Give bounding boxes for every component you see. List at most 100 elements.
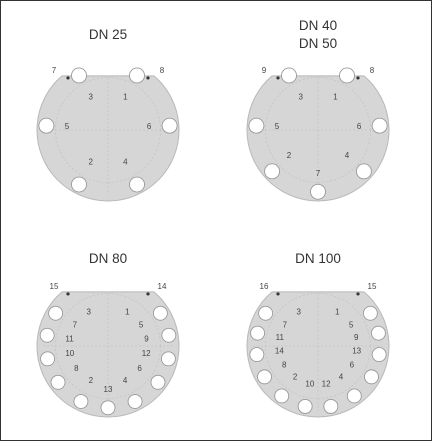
bolt-hole xyxy=(48,305,64,321)
hole-number: 8 xyxy=(74,364,79,373)
corner-dot xyxy=(146,76,150,80)
bolt-hole xyxy=(362,305,378,321)
bolt-hole xyxy=(346,388,362,404)
bolt-hole xyxy=(323,398,339,414)
hole-number: 3 xyxy=(296,308,301,317)
bolt-hole xyxy=(127,394,143,409)
bolt-hole xyxy=(71,67,87,84)
flange-dn40-dn50: DN 40 DN 50 9 8 3 1 5 6 2 4 7 xyxy=(246,18,390,202)
hole-number: 3 xyxy=(88,93,93,102)
bolt-hole xyxy=(371,117,388,134)
hole-number: 2 xyxy=(88,158,93,167)
corner-number-right: 8 xyxy=(370,66,375,75)
hole-number: 7 xyxy=(316,169,321,178)
bolt-hole xyxy=(73,394,89,409)
hole-number: 3 xyxy=(86,308,91,317)
corner-dot xyxy=(276,292,280,296)
hole-number: 4 xyxy=(123,158,128,167)
corner-number-left: 16 xyxy=(260,282,269,291)
hole-number: 5 xyxy=(139,320,144,329)
hole-number: 13 xyxy=(352,347,361,356)
hole-number: 9 xyxy=(354,333,359,342)
bolt-hole xyxy=(258,305,274,321)
flange-title: DN 25 xyxy=(89,27,127,42)
bolt-hole xyxy=(257,369,272,385)
hole-number: 7 xyxy=(283,320,288,329)
corner-dot xyxy=(276,76,280,80)
flange-title: DN 50 xyxy=(299,36,337,51)
corner-number-left: 9 xyxy=(262,66,267,75)
flange-title: DN 80 xyxy=(89,251,127,266)
hole-number: 4 xyxy=(123,376,128,385)
bolt-hole xyxy=(281,67,297,84)
pitch-circle xyxy=(55,77,161,183)
pitch-circle xyxy=(265,77,371,183)
hole-number: 2 xyxy=(89,376,94,385)
corner-dot xyxy=(66,292,70,296)
bolt-hole xyxy=(39,327,55,343)
corner-dot xyxy=(66,76,70,80)
corner-number-left: 15 xyxy=(50,282,59,291)
hole-number: 10 xyxy=(305,379,314,388)
hole-number: 6 xyxy=(137,364,142,373)
pitch-circle xyxy=(55,293,161,399)
bolt-hole xyxy=(339,67,355,84)
hole-number: 5 xyxy=(275,122,280,131)
hole-number: 1 xyxy=(125,308,130,317)
hole-number: 13 xyxy=(104,385,113,394)
flange-title: DN 40 xyxy=(299,18,337,33)
hole-number: 11 xyxy=(65,334,74,343)
bolt-hole xyxy=(129,67,145,84)
hole-number: 6 xyxy=(350,361,355,370)
corner-dot xyxy=(356,76,360,80)
bolt-hole xyxy=(250,325,266,341)
hole-number: 9 xyxy=(144,334,149,343)
hole-number: 14 xyxy=(275,347,284,356)
hole-number: 3 xyxy=(298,93,303,102)
corner-number-left: 7 xyxy=(52,66,57,75)
hole-number: 1 xyxy=(123,93,128,102)
bolt-hole xyxy=(248,117,265,134)
bolt-hole xyxy=(264,163,281,180)
hole-number: 7 xyxy=(73,320,78,329)
hole-number: 5 xyxy=(349,320,354,329)
bolt-hole xyxy=(355,163,372,180)
corner-dot xyxy=(146,292,150,296)
hole-number: 5 xyxy=(65,122,70,131)
bolt-hole xyxy=(40,351,56,367)
flange-dn100: DN 100 16 15 3 1 7 5 11 9 14 13 8 6 2 4 10 12 xyxy=(246,251,390,418)
hole-number: 12 xyxy=(322,379,331,388)
hole-number: 4 xyxy=(339,373,344,382)
bolt-hole xyxy=(50,374,66,390)
hole-number: 8 xyxy=(282,361,287,370)
flange-dn25: DN 25 7 8 3 1 5 6 2 4 xyxy=(36,27,180,202)
bolt-hole xyxy=(310,183,326,200)
hole-number: 4 xyxy=(345,151,350,160)
hole-number: 1 xyxy=(333,93,338,102)
hole-number: 6 xyxy=(147,122,152,131)
hole-number: 2 xyxy=(293,373,298,382)
bolt-hole xyxy=(100,400,116,416)
bolt-hole xyxy=(152,305,168,321)
bolt-hole xyxy=(274,388,290,404)
flange-title: DN 100 xyxy=(295,251,341,266)
hole-number: 6 xyxy=(357,122,362,131)
corner-dot xyxy=(356,292,360,296)
bolt-hole xyxy=(150,374,166,390)
hole-number: 12 xyxy=(142,349,151,358)
hole-number: 10 xyxy=(65,349,74,358)
bolt-hole xyxy=(161,327,177,343)
hole-number: 1 xyxy=(335,308,340,317)
bolt-hole xyxy=(364,369,379,385)
flange-dn80: DN 80 15 14 3 1 7 5 11 9 10 12 8 6 2 4 13 xyxy=(36,251,180,418)
corner-number-right: 8 xyxy=(160,66,165,75)
corner-number-right: 14 xyxy=(158,282,167,291)
bolt-hole xyxy=(38,117,55,134)
hole-number: 11 xyxy=(276,333,285,342)
bolt-hole xyxy=(161,117,178,134)
hole-number: 2 xyxy=(287,151,292,160)
pitch-circle xyxy=(265,293,371,399)
bolt-hole xyxy=(129,176,145,193)
